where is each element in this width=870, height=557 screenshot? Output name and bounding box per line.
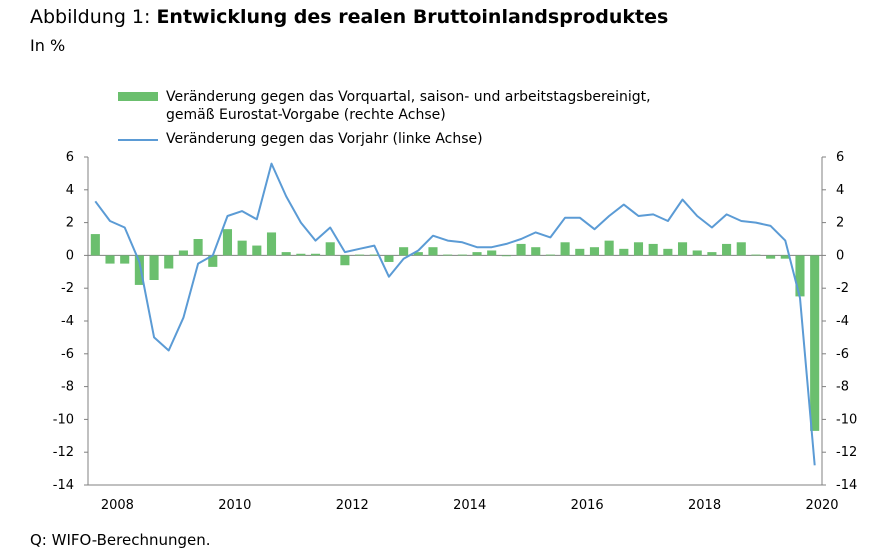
x-tick-label: 2018	[688, 498, 721, 513]
bar-qoq	[560, 242, 570, 256]
y-tick-label-left: -12	[53, 445, 74, 460]
bar-qoq	[325, 242, 335, 256]
bar-qoq	[736, 242, 746, 256]
bar-qoq	[457, 254, 467, 256]
bar-qoq	[208, 255, 218, 267]
y-tick-label-left: 6	[66, 150, 74, 165]
bar-qoq	[120, 255, 130, 264]
bar-qoq	[677, 242, 688, 256]
legend-label-bars-line2: gemäß Eurostat-Vorgabe (rechte Achse)	[166, 107, 446, 123]
y-tick-label-left: -6	[61, 347, 74, 362]
bar-qoq	[810, 255, 820, 431]
bar-qoq	[237, 240, 247, 256]
title-prefix: Abbildung 1:	[30, 6, 157, 28]
y-tick-label-left: -4	[61, 314, 74, 329]
y-tick-label-left: 0	[66, 248, 74, 263]
bar-qoq	[90, 234, 100, 256]
y-tick-label-right: 0	[836, 248, 844, 263]
bar-qoq	[105, 255, 115, 264]
bar-qoq	[178, 250, 188, 256]
legend-label-line: Veränderung gegen das Vorjahr (linke Ach…	[166, 131, 483, 147]
source-note: Q: WIFO-Berechnungen.	[30, 531, 211, 549]
bar-qoq	[164, 255, 174, 269]
bar-qoq	[222, 229, 233, 256]
x-tick-label: 2008	[101, 498, 134, 513]
y-tick-label-right: 2	[836, 216, 844, 231]
bar-qoq	[575, 248, 585, 256]
y-tick-label-right: -2	[836, 281, 849, 296]
y-tick-label-right: -14	[836, 478, 857, 493]
legend-swatch-line	[118, 139, 158, 141]
bar-qoq	[751, 254, 761, 256]
chart-title: Abbildung 1: Entwicklung des realen Brut…	[30, 6, 668, 28]
bar-qoq	[722, 243, 732, 256]
y-tick-label-right: -8	[836, 380, 849, 395]
bar-qoq	[340, 255, 350, 266]
y-tick-label-left: 2	[66, 216, 74, 231]
y-tick-label-right: -4	[836, 314, 849, 329]
bar-qoq	[795, 255, 805, 297]
x-tick-label: 2016	[571, 498, 604, 513]
bar-qoq	[619, 248, 629, 256]
bar-qoq	[281, 252, 291, 256]
line-yoy	[94, 162, 816, 466]
bar-qoq	[604, 240, 614, 256]
bar-qoq	[501, 255, 511, 257]
bar-qoq	[193, 239, 203, 256]
y-tick-label-left: -2	[61, 281, 74, 296]
legend-item-bars: Veränderung gegen das Vorquartal, saison…	[118, 88, 651, 124]
bar-qoq	[296, 253, 306, 256]
bar-qoq	[545, 254, 555, 256]
bar-qoq	[266, 232, 277, 256]
x-tick-label: 2012	[336, 498, 369, 513]
bar-qoq	[369, 254, 379, 256]
bar-qoq	[428, 247, 438, 256]
bar-qoq	[648, 243, 658, 256]
bar-qoq	[780, 255, 790, 259]
bar-qoq	[516, 243, 526, 256]
y-tick-label-right: -10	[836, 412, 857, 427]
bar-qoq	[399, 247, 409, 256]
bar-qoq	[252, 245, 262, 256]
legend-item-line: Veränderung gegen das Vorjahr (linke Ach…	[118, 130, 651, 148]
x-tick-label: 2010	[218, 498, 251, 513]
y-tick-label-left: -14	[53, 478, 74, 493]
x-tick-label: 2014	[453, 498, 486, 513]
bar-qoq	[413, 252, 423, 256]
bar-qoq	[355, 254, 365, 256]
y-tick-label-right: 6	[836, 150, 844, 165]
bar-qoq	[589, 247, 600, 256]
bar-qoq	[692, 250, 702, 256]
bar-qoq	[384, 255, 394, 262]
y-tick-label-left: -8	[61, 380, 74, 395]
legend-swatch-bars	[118, 92, 158, 101]
bar-qoq	[663, 248, 673, 256]
y-tick-label-left: 4	[66, 183, 74, 198]
bar-qoq	[633, 242, 644, 256]
y-tick-label-left: -10	[53, 412, 74, 427]
legend-label-bars-line1: Veränderung gegen das Vorquartal, saison…	[166, 89, 651, 105]
bar-qoq	[443, 254, 453, 256]
title-main: Entwicklung des realen Bruttoinlandsprod…	[156, 6, 669, 28]
chart-subtitle: In %	[30, 36, 66, 55]
y-tick-label-right: -12	[836, 445, 857, 460]
y-tick-label-right: -6	[836, 347, 849, 362]
x-tick-label: 2020	[805, 498, 838, 513]
bar-qoq	[531, 247, 541, 256]
bar-qoq	[149, 255, 159, 280]
bar-qoq	[134, 255, 144, 285]
legend: Veränderung gegen das Vorquartal, saison…	[118, 88, 651, 154]
bar-qoq	[472, 252, 482, 256]
bar-qoq	[766, 255, 776, 259]
bar-qoq	[310, 253, 321, 256]
y-tick-label-right: 4	[836, 183, 844, 198]
bar-qoq	[707, 252, 717, 256]
bar-qoq	[487, 250, 497, 256]
